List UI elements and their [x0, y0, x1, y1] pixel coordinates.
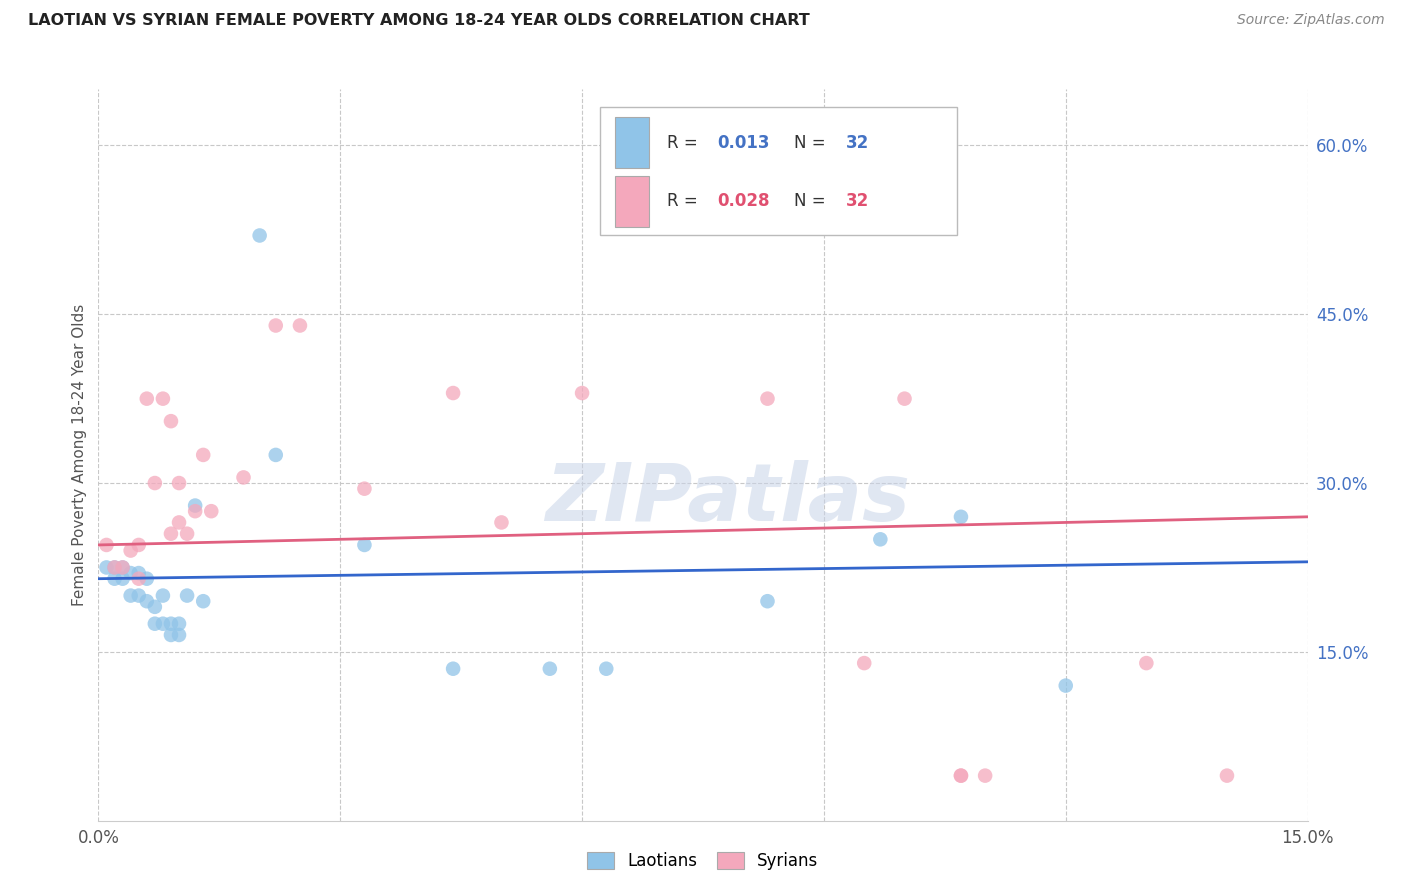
Point — [120, 589, 142, 603]
Point — [1054, 679, 1077, 693]
Text: 32: 32 — [845, 192, 869, 211]
Text: R =: R = — [666, 134, 703, 152]
Point — [128, 572, 150, 586]
Text: 0.028: 0.028 — [717, 192, 770, 211]
Point — [128, 566, 150, 580]
Point — [152, 589, 174, 603]
Point — [135, 392, 157, 406]
Point — [103, 560, 125, 574]
Point — [184, 499, 207, 513]
Point — [893, 392, 915, 406]
Point — [103, 572, 125, 586]
Point — [193, 448, 215, 462]
Text: 32: 32 — [845, 134, 869, 152]
Text: N =: N = — [794, 134, 831, 152]
Text: R =: R = — [666, 192, 703, 211]
Point — [135, 594, 157, 608]
Point — [176, 526, 198, 541]
Point — [353, 538, 375, 552]
Point — [128, 589, 150, 603]
Point — [111, 560, 134, 574]
Point — [160, 628, 183, 642]
Bar — [614, 176, 648, 227]
Point — [128, 538, 150, 552]
Point — [1135, 656, 1157, 670]
Point — [949, 509, 972, 524]
Y-axis label: Female Poverty Among 18-24 Year Olds: Female Poverty Among 18-24 Year Olds — [72, 304, 87, 606]
Point — [160, 526, 183, 541]
Point — [176, 589, 198, 603]
Point — [949, 769, 972, 783]
Point — [167, 616, 190, 631]
Point — [152, 616, 174, 631]
Point — [491, 516, 513, 530]
Text: Source: ZipAtlas.com: Source: ZipAtlas.com — [1237, 13, 1385, 28]
Point — [853, 656, 876, 670]
Point — [193, 594, 215, 608]
Point — [160, 616, 183, 631]
Point — [152, 392, 174, 406]
Point — [103, 560, 125, 574]
Point — [167, 628, 190, 642]
Point — [538, 662, 561, 676]
Point — [756, 594, 779, 608]
Legend: Laotians, Syrians: Laotians, Syrians — [579, 843, 827, 878]
Point — [756, 392, 779, 406]
Point — [143, 616, 166, 631]
Point — [120, 543, 142, 558]
Point — [200, 504, 222, 518]
Point — [288, 318, 311, 333]
Point — [595, 662, 617, 676]
Point — [571, 386, 593, 401]
Text: LAOTIAN VS SYRIAN FEMALE POVERTY AMONG 18-24 YEAR OLDS CORRELATION CHART: LAOTIAN VS SYRIAN FEMALE POVERTY AMONG 1… — [28, 13, 810, 29]
FancyBboxPatch shape — [600, 108, 957, 235]
Point — [96, 560, 118, 574]
Point — [949, 769, 972, 783]
Point — [441, 662, 464, 676]
Point — [135, 572, 157, 586]
Text: ZIPatlas: ZIPatlas — [544, 459, 910, 538]
Point — [96, 538, 118, 552]
Point — [143, 476, 166, 491]
Point — [167, 516, 190, 530]
Point — [232, 470, 254, 484]
Point — [264, 448, 287, 462]
Point — [441, 386, 464, 401]
Point — [184, 504, 207, 518]
Point — [249, 228, 271, 243]
Text: 0.013: 0.013 — [717, 134, 770, 152]
Point — [143, 599, 166, 614]
Point — [974, 769, 997, 783]
Point — [111, 560, 134, 574]
Point — [264, 318, 287, 333]
Point — [869, 533, 891, 547]
Point — [111, 572, 134, 586]
Point — [353, 482, 375, 496]
Point — [1216, 769, 1239, 783]
Point — [167, 476, 190, 491]
Text: N =: N = — [794, 192, 831, 211]
Bar — [614, 117, 648, 169]
Point — [120, 566, 142, 580]
Point — [160, 414, 183, 428]
